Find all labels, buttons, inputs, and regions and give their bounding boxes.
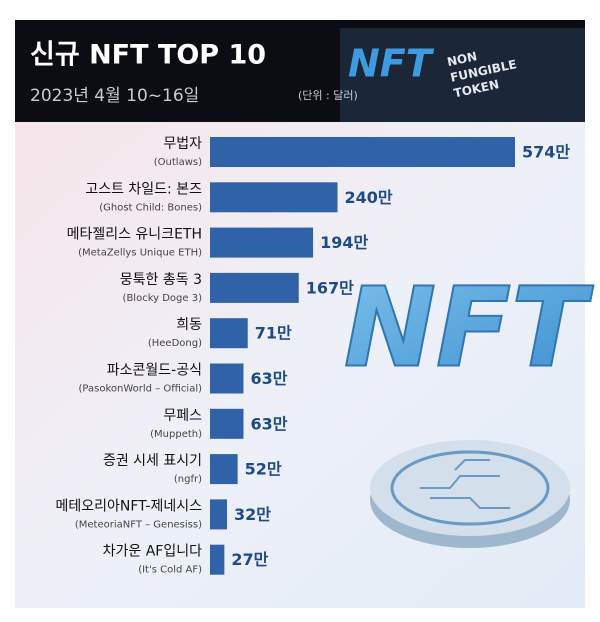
value-label: 27만 [231,550,268,569]
value-label: 167만 [306,278,354,297]
value-label: 71만 [255,324,292,343]
value-label: 32만 [234,505,271,524]
category-label: 무페스 [163,408,202,424]
value-label: 240만 [345,188,393,207]
category-label: 고스트 차일드: 본즈 [85,181,202,197]
bar [210,182,338,213]
category-sublabel: (PasokonWorld – Official) [79,384,203,395]
category-sublabel: (Outlaws) [154,157,202,168]
coin [370,440,570,548]
category-label: 메테오리아NFT-제네시스 [55,498,202,514]
chart-subtitle: 2023년 4월 10~16일 [30,86,199,106]
category-label: 증권 시세 표시기 [103,453,202,469]
bar [210,137,515,167]
chart-title: 신규 NFT TOP 10 [30,40,266,71]
bar [210,227,314,258]
category-sublabel: (Ghost Child: Bones) [99,202,202,213]
bar [210,318,248,349]
value-label: 194만 [320,233,368,252]
category-label: 메타젤리스 유니크ETH [67,227,202,243]
category-sublabel: (It's Cold AF) [138,565,202,576]
emblem-text: NFT [344,263,594,391]
value-label: 574만 [522,143,570,162]
bar [210,454,238,485]
category-sublabel: (HeeDong) [148,338,202,349]
category-sublabel: (MeteoriaNFT – Genesiss) [75,519,202,530]
bar [210,544,225,575]
bar [210,499,228,530]
category-sublabel: (Muppeth) [150,429,202,440]
value-label: 63만 [250,369,287,388]
category-label: 무법자 [163,136,202,152]
bar [210,408,244,439]
bar [210,272,299,303]
value-label: 63만 [250,414,287,433]
header-art [340,28,585,122]
category-sublabel: (ngfr) [174,474,202,485]
category-label: 파소콘월드-공식 [107,363,202,379]
unit-note: (단위 : 달러) [298,89,358,102]
value-label: 52만 [245,460,282,479]
category-sublabel: (MetaZellys Unique ETH) [78,248,202,259]
banner-text: NFT [348,42,435,86]
category-label: 뭉툭한 총독 3 [120,272,202,288]
tagline: NON [446,49,479,69]
category-sublabel: (Blocky Doge 3) [123,293,203,304]
category-label: 희동 [176,317,202,333]
bar [210,363,244,394]
category-label: 차가운 AF입니다 [103,544,202,560]
